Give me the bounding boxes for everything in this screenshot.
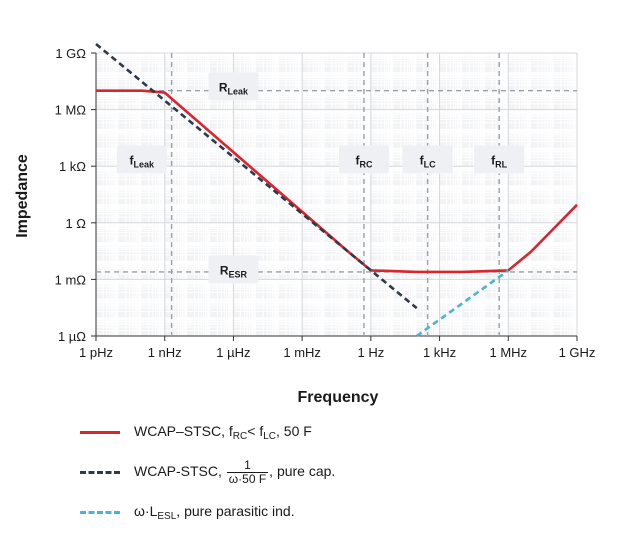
y-tick-label: 1 GΩ [55,46,86,61]
annotation-label-f-lc: fLC [420,154,436,170]
y-tick-label: 1 µΩ [58,329,86,344]
legend-swatch-dark-dashed [80,470,120,474]
series-line-3 [415,269,510,338]
x-tick-label: 1 Hz [357,345,384,360]
legend-label-1: WCAP–STSC, fRC< fLC, 50 F [134,422,312,442]
tick-labels: 1 pHz 1 nHz 1 µHz 1 mHz 1 Hz 1 kHz 1 MHz 1 GHz 1… [55,46,596,360]
legend-item-series-3: ω·LESL, pure parasitic ind. [80,492,580,532]
annotation-box [208,255,259,284]
legend-item-series-2: WCAP-STSC, 1 ω·50 F, pure cap. [80,452,580,492]
annotation-label-f-rc: fRC [355,154,372,170]
y-tick-label: 1 Ω [65,216,86,231]
annotation-label-r-leak: RLeak [219,80,249,96]
legend-swatch-red-line [80,430,120,434]
legend-label-2: WCAP-STSC, 1 ω·50 F, pure cap. [134,457,336,486]
legend: WCAP–STSC, fRC< fLC, 50 F WCAP-STSC, 1 ω·… [80,412,580,532]
series-layer [95,42,578,338]
x-tick-label: 1 µHz [216,345,250,360]
annotation-label-f-leak: fLeak [130,154,156,170]
annotation-label-r-esr: RESR [220,263,248,279]
x-tick-label: 1 kHz [423,345,456,360]
y-tick-label: 1 kΩ [59,159,86,174]
annotation-box [208,72,259,101]
x-tick-label: 1 mHz [283,345,321,360]
annotation-box [474,145,525,174]
x-tick-label: 1 pHz [79,345,113,360]
legend-item-series-1: WCAP–STSC, fRC< fLC, 50 F [80,412,580,452]
legend-swatch-cyan-dashed [80,510,120,514]
annotations-layer: RLeak fLeak RESR fRC fLC fRL [116,72,525,284]
legend-label-3: ω·LESL, pure parasitic ind. [134,502,295,522]
annotation-box [116,145,167,174]
x-tick-label: 1 MHz [490,345,528,360]
y-tick-label: 1 MΩ [55,103,87,118]
annotation-box [402,145,453,174]
legend-fraction: 1 ω·50 F [226,457,269,486]
y-tick-label: 1 mΩ [55,272,87,287]
x-tick-label: 1 GHz [559,345,596,360]
annotation-label-f-rl: fRL [491,154,507,170]
annotation-box [338,145,389,174]
y-axis-title: Impedance [14,154,31,238]
x-axis-title: Frequency [298,389,379,406]
x-tick-label: 1 nHz [148,345,182,360]
